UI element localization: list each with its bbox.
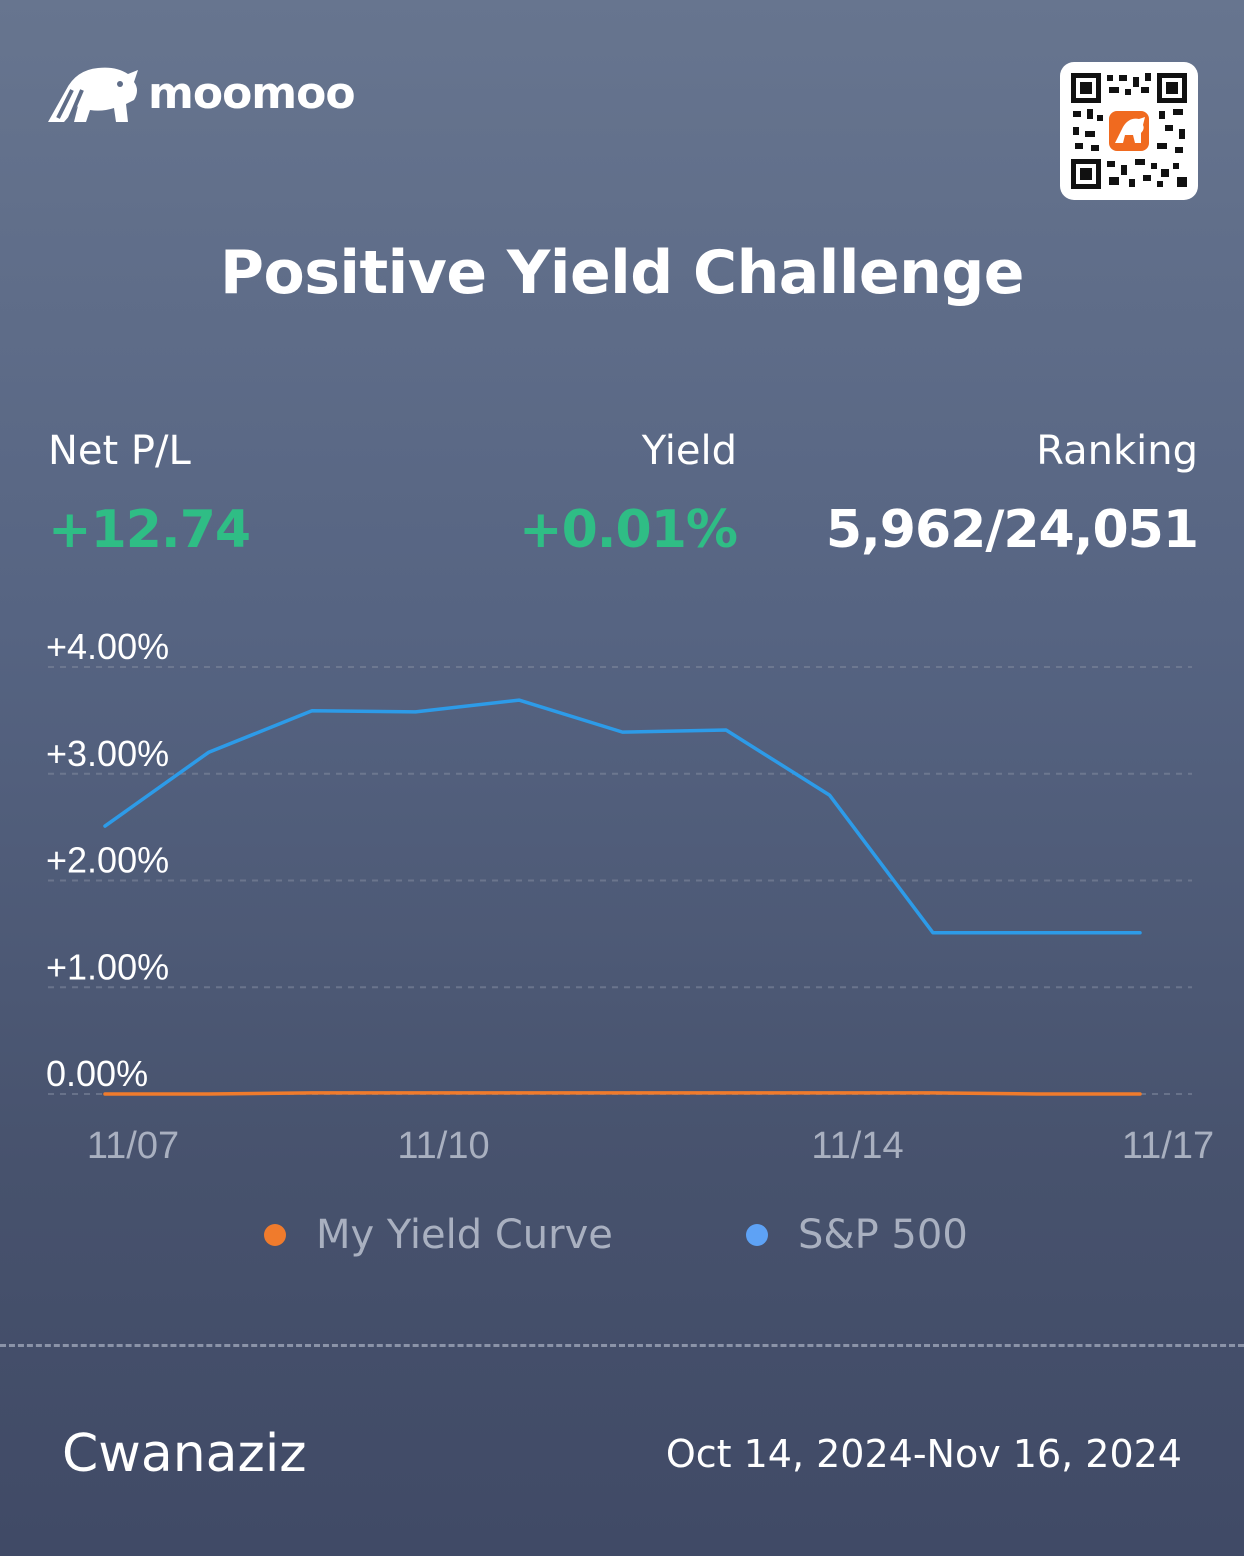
x-tick-label: 11/10: [397, 1125, 489, 1167]
legend-dot-my-yield-curve: [264, 1224, 286, 1246]
legend-dot-sp500: [746, 1224, 768, 1246]
y-tick-label: +4.00%: [46, 626, 169, 667]
moomoo-logo: moomoo: [46, 58, 356, 128]
y-tick-label: +2.00%: [46, 840, 169, 881]
yield-chart: +4.00% +3.00% +2.00% +1.00% 0.00% 11/07 11/10 1…: [46, 626, 1214, 1167]
ranking-label: Ranking: [1036, 428, 1198, 474]
yield-value: +0.01%: [519, 500, 738, 560]
username: Cwanaziz: [62, 1424, 307, 1484]
y-tick-label: +3.00%: [46, 733, 169, 774]
x-tick-label: 11/17: [1122, 1125, 1214, 1167]
ranking-value: 5,962/24,051: [825, 500, 1199, 560]
y-tick-label: 0.00%: [46, 1053, 148, 1094]
qr-code: [1060, 62, 1198, 200]
bull-head-icon: [48, 67, 138, 122]
x-tick-label: 11/14: [811, 1125, 903, 1167]
yield-label: Yield: [641, 428, 737, 474]
series-line-my-yield-curve: [103, 1091, 1142, 1096]
legend-label-sp500: S&P 500: [798, 1212, 968, 1258]
net-pl-label: Net P/L: [48, 428, 191, 474]
series-line-sp500: [103, 698, 1142, 935]
legend-item-my-yield-curve: My Yield Curve: [264, 1212, 613, 1258]
x-tick-label: 11/07: [87, 1125, 179, 1167]
dashed-separator: [0, 1344, 1244, 1347]
net-pl-value: +12.74: [48, 500, 251, 560]
legend-item-sp500: S&P 500: [746, 1212, 968, 1258]
date-range: Oct 14, 2024-Nov 16, 2024: [665, 1432, 1182, 1476]
page-title: Positive Yield Challenge: [220, 238, 1024, 308]
qr-code-icon: [1071, 73, 1187, 189]
y-tick-label: +1.00%: [46, 946, 169, 987]
brand-name: moomoo: [148, 67, 356, 119]
legend-label-my-yield-curve: My Yield Curve: [316, 1212, 613, 1258]
